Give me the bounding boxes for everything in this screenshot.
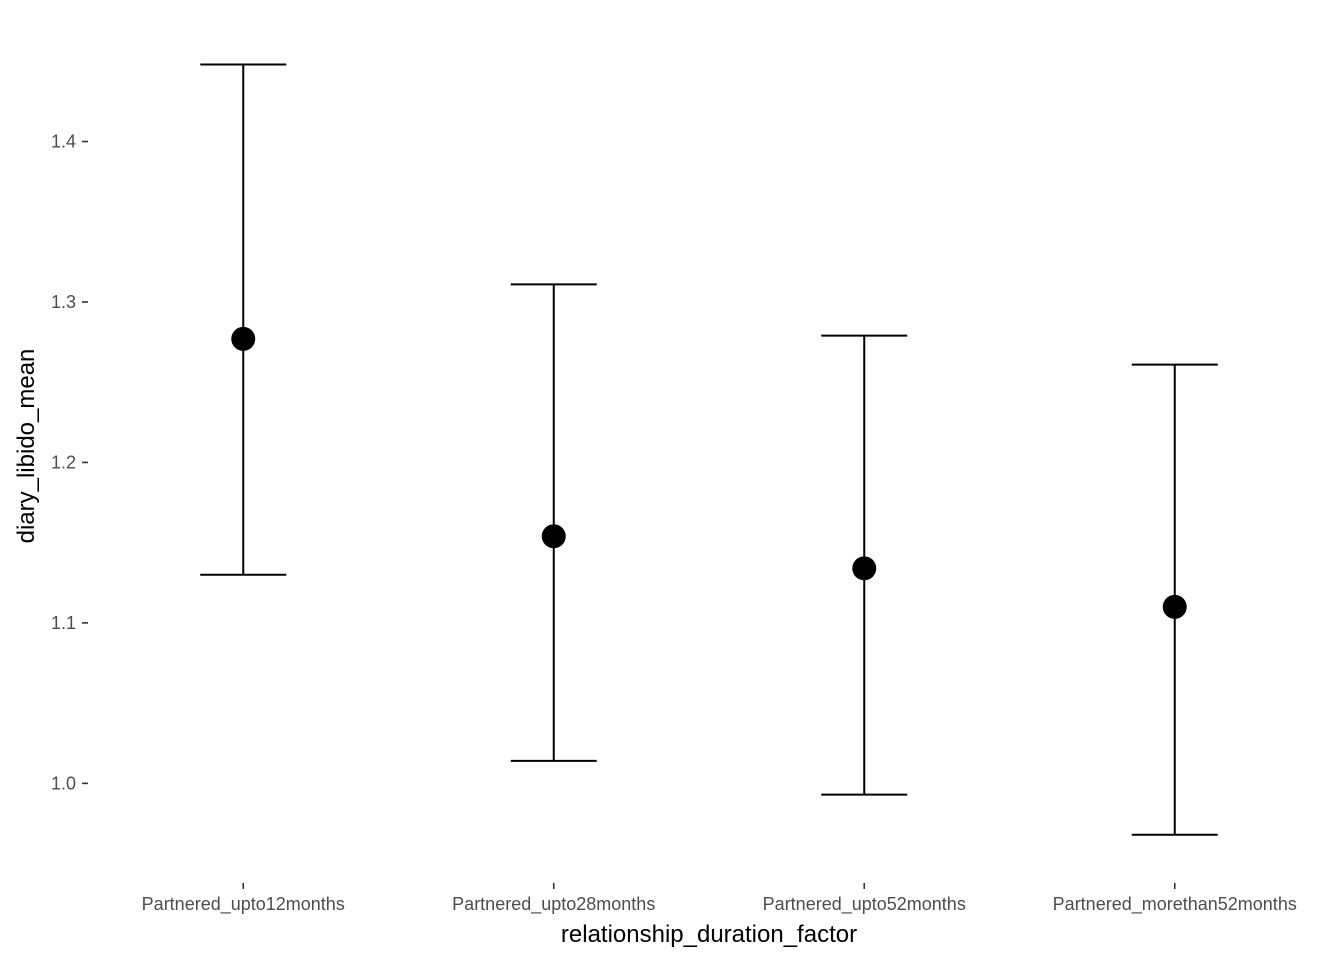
x-tick-label: Partnered_upto28months [452, 894, 655, 915]
chart-marks [200, 63, 1218, 836]
data-point [852, 556, 877, 581]
y-tick-label: 1.1 [51, 613, 76, 633]
y-tick-label: 1.4 [51, 132, 76, 152]
x-tick-label: Partnered_morethan52months [1053, 894, 1297, 915]
x-axis: Partnered_upto12months Partnered_upto28mo… [142, 883, 1297, 915]
x-tick-label: Partnered_upto12months [142, 894, 345, 915]
x-axis-title: relationship_duration_factor [561, 921, 857, 948]
y-tick-label: 1.2 [51, 452, 76, 472]
y-tick-label: 1.0 [51, 773, 76, 793]
x-tick-label: Partnered_upto52months [763, 894, 966, 915]
data-point [541, 524, 566, 549]
y-tick-label: 1.3 [51, 292, 76, 312]
y-axis-title: diary_libido_mean [13, 349, 40, 544]
data-point [1162, 594, 1187, 619]
y-axis: 1.0 1.1 1.2 1.3 1.4 [51, 132, 88, 793]
data-point [231, 326, 256, 351]
